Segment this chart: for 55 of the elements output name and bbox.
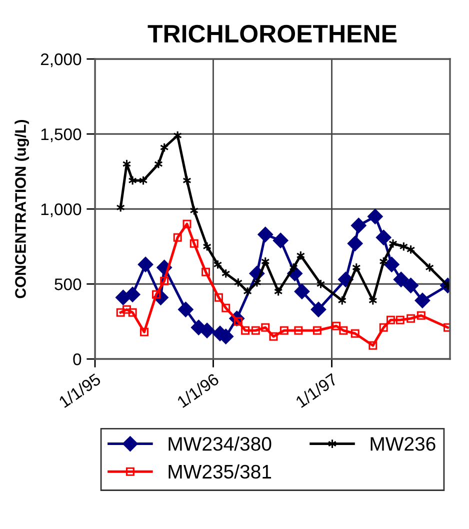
point [350, 329, 360, 338]
point [138, 256, 154, 272]
point [416, 311, 426, 320]
point [152, 290, 160, 299]
point [294, 326, 303, 335]
y-tick-label: 1,000 [41, 203, 82, 218]
point [386, 316, 395, 324]
point [222, 304, 230, 312]
point [202, 268, 210, 276]
point [173, 233, 182, 242]
point [396, 316, 404, 324]
point [312, 326, 322, 335]
legend-label: MW234/380 [168, 436, 272, 451]
point [182, 220, 192, 228]
point [214, 293, 223, 302]
point [368, 341, 378, 350]
point [199, 322, 215, 338]
point [351, 218, 366, 234]
y-axis-title: CONCENTRATION (ug/L) [14, 120, 29, 298]
y-tick-label: 2,000 [40, 53, 82, 68]
point [272, 232, 288, 248]
point [124, 286, 140, 302]
point [414, 292, 430, 308]
point [116, 308, 125, 317]
point [339, 326, 348, 335]
point [406, 314, 416, 323]
point [376, 230, 392, 246]
y-tick-label: 500 [54, 278, 82, 290]
point [258, 226, 274, 242]
point [128, 308, 137, 317]
point [403, 278, 418, 294]
point [241, 326, 250, 335]
point [310, 302, 326, 318]
point [393, 272, 409, 288]
legend-label: MW236 [370, 437, 436, 451]
point [347, 236, 363, 252]
point [368, 208, 383, 224]
y-tick-label: 0 [73, 353, 82, 366]
point [280, 326, 288, 335]
point [294, 284, 310, 300]
point [379, 323, 388, 332]
point [190, 239, 198, 248]
y-tick-label: 1,500 [41, 128, 82, 142]
point [261, 323, 270, 332]
legend-label: MW235/381 [168, 464, 272, 479]
point [140, 328, 148, 336]
point [251, 326, 260, 335]
point [384, 256, 400, 272]
point [178, 302, 194, 318]
point [122, 305, 131, 314]
point [160, 276, 169, 286]
point [269, 332, 278, 341]
chart-title: TRICHLOROETHENE [148, 24, 397, 43]
point [116, 290, 131, 306]
point [332, 322, 341, 330]
